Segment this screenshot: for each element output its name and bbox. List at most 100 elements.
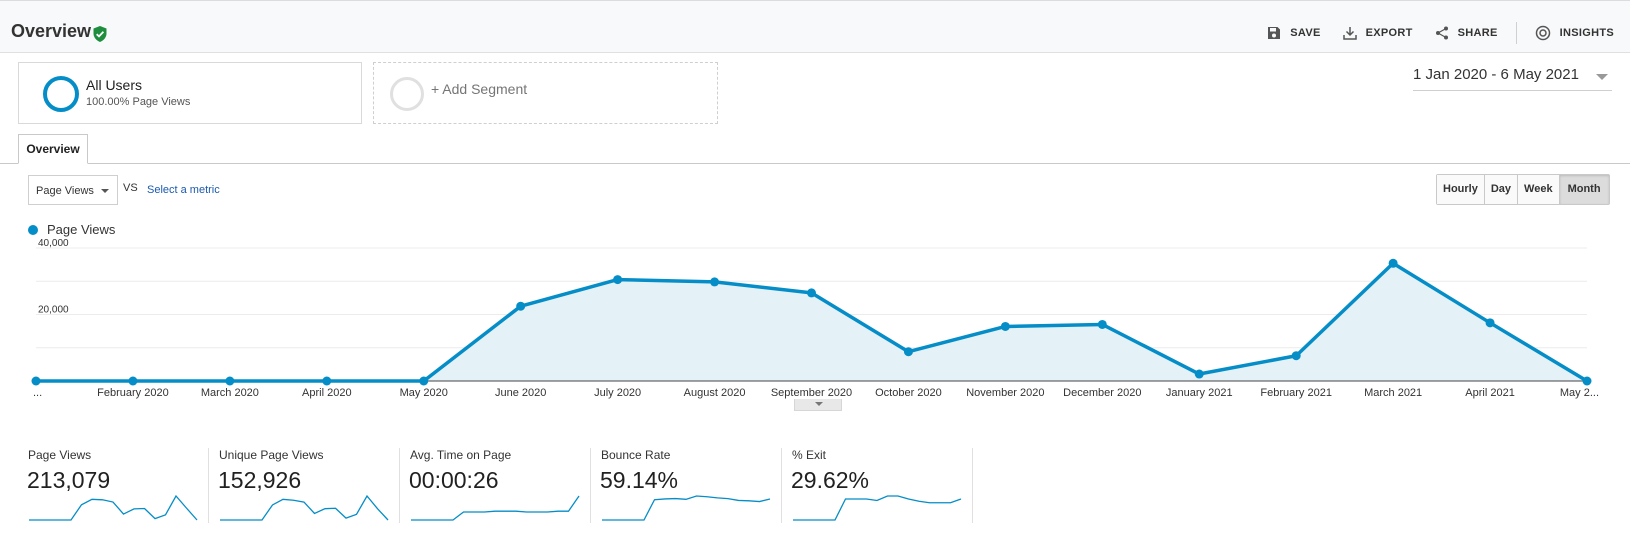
data-point [31,376,41,386]
y-tick-label: 20,000 [38,305,69,316]
granularity-month[interactable]: Month [1559,175,1609,204]
scorecard-page-views[interactable]: Page Views 213,079 [18,448,209,523]
data-point [613,275,623,285]
scorecard-label: Unique Page Views [219,448,324,462]
share-icon [1435,26,1448,40]
scorecard-sparkline [29,494,198,521]
page-views-chart: 20,000 40,000... February 2020 March 2020 Ap… [31,238,1599,399]
share-button[interactable]: SHARE [1435,26,1498,40]
segment-ring-icon [43,76,79,112]
insights-label: INSIGHTS [1559,27,1614,39]
data-point [516,301,526,311]
data-point [1388,258,1398,268]
download-icon [1342,27,1357,40]
x-tick-label: October 2020 [875,387,942,399]
series-area [36,263,1587,381]
data-point [710,277,720,287]
header-bar: Overview SAVE EXPORT SHARE INSIGHTS [0,0,1630,53]
export-button[interactable]: EXPORT [1342,26,1413,40]
segment-all-users[interactable]: All Users 100.00% Page Views [18,62,362,124]
granularity-toggle: Hourly Day Week Month [1436,174,1610,205]
x-tick-label: November 2020 [966,387,1044,399]
scorecard-exit-rate[interactable]: % Exit 29.62% [782,448,973,523]
scorecard-unique-page-views[interactable]: Unique Page Views 152,926 [209,448,400,523]
x-tick-label: April 2020 [302,387,352,399]
add-segment-button[interactable]: + Add Segment [373,62,718,124]
scorecard-label: Page Views [28,448,92,462]
chevron-down-icon [1596,74,1608,80]
scorecard-sparkline [411,495,580,521]
data-point [1000,321,1010,331]
chart-legend: Page Views [28,222,115,237]
metric-select-value: Page Views [36,185,94,197]
page-title: Overview [11,21,92,41]
date-range-picker[interactable]: 1 Jan 2020 - 6 May 2021 [1413,66,1612,91]
data-point [225,376,235,386]
add-segment-label: + Add Segment [431,81,528,97]
scorecard-value: 213,079 [27,467,111,493]
scorecard-value: 00:00:26 [409,467,499,493]
empty-segment-ring-icon [390,77,424,111]
data-point [419,376,429,386]
x-tick-label: February 2021 [1260,387,1332,399]
date-range-label: 1 Jan 2020 - 6 May 2021 [1413,66,1579,83]
x-tick-label: March 2020 [201,387,259,399]
save-label: SAVE [1290,27,1321,39]
granularity-week[interactable]: Week [1518,175,1560,204]
scorecard-value: 59.14% [600,467,679,493]
export-label: EXPORT [1365,27,1413,39]
scorecard-bounce-rate[interactable]: Bounce Rate 59.14% [591,448,782,523]
data-point [1485,318,1495,328]
x-tick-label: September 2020 [771,387,852,399]
data-point [322,376,332,386]
chart-collapse-toggle[interactable] [794,399,842,411]
data-point [807,288,816,298]
save-button[interactable]: SAVE [1267,26,1320,40]
segment-name: All Users [86,77,143,93]
actions-divider [1515,22,1517,44]
legend-dot-icon [28,224,38,235]
legend-label: Page Views [47,222,116,237]
scorecard-label: % Exit [792,448,827,462]
x-tick-label: June 2020 [495,387,546,399]
share-label: SHARE [1457,27,1498,39]
scorecard-sparkline [220,494,389,521]
scorecard-value: 152,926 [218,467,302,493]
x-tick-label: August 2020 [684,387,746,399]
x-tick-label: January 2021 [1166,387,1233,399]
data-point [1582,376,1592,386]
sparkline-path [411,495,580,521]
x-tick-label: May 2... [1560,387,1599,399]
sparkline-path [602,495,771,521]
insights-button[interactable]: INSIGHTS [1535,25,1614,41]
granularity-day[interactable]: Day [1484,175,1519,204]
scorecard-value: 29.62% [791,467,870,493]
scorecards: Page Views 213,079 Unique Page Views 152… [18,448,973,523]
save-icon [1268,27,1281,39]
sparkline-path [220,494,389,521]
metric-select[interactable]: Page Views [28,175,118,205]
verified-shield-icon [93,26,107,42]
scorecard-avg-time-on-page[interactable]: Avg. Time on Page 00:00:26 [400,448,591,523]
x-tick-label: April 2021 [1465,387,1515,399]
y-tick-label: 40,000 [38,238,69,249]
x-tick-label: May 2020 [400,387,448,399]
data-point [128,376,138,386]
sparkline-path [29,494,198,521]
insights-icon [1535,25,1550,41]
tab-overview[interactable]: Overview [18,134,88,164]
header-actions: SAVE EXPORT SHARE INSIGHTS [1245,22,1614,44]
scorecard-label: Bounce Rate [601,448,671,462]
sparkline-path [793,495,962,521]
scorecard-sparkline [793,495,962,521]
x-tick-label: March 2021 [1364,387,1422,399]
select-metric-link[interactable]: Select a metric [147,184,220,196]
x-tick-label: July 2020 [594,387,641,399]
x-tick-label: ... [33,387,42,399]
scorecard-label: Avg. Time on Page [410,448,512,462]
data-point [1194,369,1204,379]
segment-subtitle: 100.00% Page Views [86,96,191,108]
data-point [903,347,913,357]
granularity-hourly[interactable]: Hourly [1437,175,1485,204]
data-point [1097,319,1107,329]
